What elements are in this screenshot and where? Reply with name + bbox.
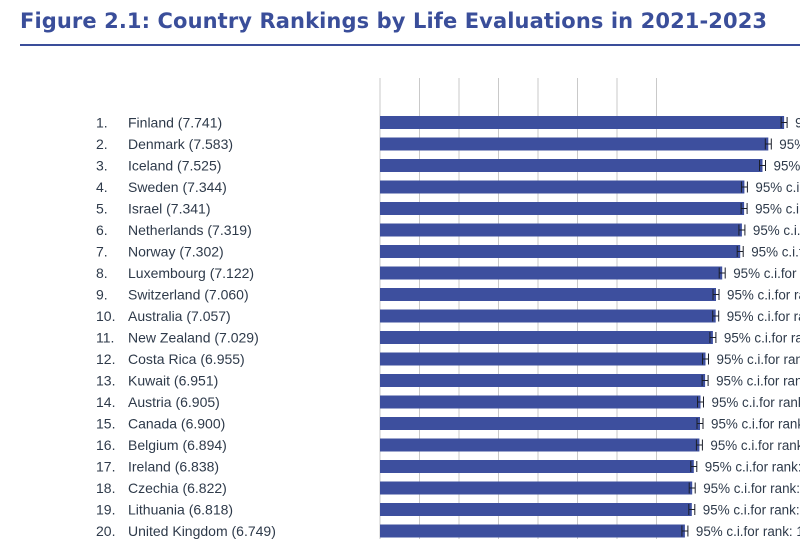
country-label: Ireland (6.838) — [128, 459, 219, 475]
rank-number: 17. — [96, 459, 115, 475]
bar — [380, 395, 701, 409]
bar — [380, 438, 700, 452]
ci-label: 95% c.i.for rank: 8–15 — [727, 309, 800, 324]
rank-number: 2. — [96, 136, 108, 152]
bar — [380, 245, 741, 258]
ci-label: 95% c.i.for rank: 12–25 — [705, 460, 800, 475]
figure-title: Figure 2.1: Country Rankings by Life Eva… — [20, 9, 768, 33]
bar — [380, 202, 745, 215]
bar — [380, 331, 713, 344]
rank-number: 12. — [96, 351, 115, 367]
bar — [380, 309, 716, 323]
country-label: Australia (7.057) — [128, 308, 231, 324]
rank-number: 18. — [96, 480, 115, 496]
ci-label: 95% c.i.for rank: 8–13 — [733, 266, 800, 281]
bar — [380, 137, 769, 151]
ci-label: 95% c.i.for rank: 8–19 — [716, 374, 800, 389]
rank-number: 7. — [96, 244, 108, 260]
ci-label: 95% c.i.for rank: 8–16 — [724, 331, 800, 346]
rank-number: 20. — [96, 523, 115, 539]
country-label: Israel (7.341) — [128, 201, 210, 217]
ci-label: 95% c.i.for rank: 11–20 — [712, 395, 800, 410]
ci-label: 95% c.i.for rank: 9–22 — [711, 417, 800, 432]
country-label: Denmark (7.583) — [128, 136, 233, 152]
rank-number: 1. — [96, 115, 108, 131]
country-label: Switzerland (7.060) — [128, 287, 249, 303]
ci-label: 95% c.i.for rank: 4–7 — [755, 180, 800, 195]
ci-label: 95% c.i.for rank: 4–7 — [753, 223, 800, 238]
rank-number: 10. — [96, 308, 115, 324]
country-label: Belgium (6.894) — [128, 437, 227, 453]
country-label: Finland (7.741) — [128, 115, 222, 131]
rank-number: 19. — [96, 502, 115, 518]
country-label: Luxembourg (7.122) — [128, 265, 254, 281]
bar — [380, 374, 706, 387]
country-label: Norway (7.302) — [128, 244, 224, 260]
country-label: Netherlands (7.319) — [128, 222, 252, 238]
ci-label: 95% c.i.for rank: 4–7 — [751, 245, 800, 260]
country-label: Costa Rica (6.955) — [128, 351, 245, 367]
bar — [380, 288, 716, 301]
bar — [380, 266, 723, 280]
bar — [380, 352, 706, 366]
ci-label: 95% c.i.for rank: 4–7 — [755, 202, 800, 217]
country-label: New Zealand (7.029) — [128, 330, 259, 346]
rank-number: 4. — [96, 179, 108, 195]
title-rule — [20, 44, 800, 46]
rank-number: 3. — [96, 158, 108, 174]
bar — [380, 481, 693, 495]
country-label: Kuwait (6.951) — [128, 373, 218, 389]
country-label: Canada (6.900) — [128, 416, 225, 432]
rank-number: 9. — [96, 287, 108, 303]
rank-number: 13. — [96, 373, 115, 389]
ci-label: 95% c.i.for rank: 15–28 — [696, 524, 800, 539]
rank-number: 5. — [96, 201, 108, 217]
ci-label: 95% c.i.for rank: 8–19 — [717, 352, 800, 367]
bar — [380, 417, 700, 430]
bar — [380, 159, 763, 172]
bar — [380, 116, 785, 129]
country-label: Austria (6.905) — [128, 394, 220, 410]
bar — [380, 460, 694, 473]
ci-label: 95% c.i.for rank: 1–1 — [795, 116, 800, 131]
rank-number: 14. — [96, 394, 115, 410]
country-label: United Kingdom (6.749) — [128, 523, 276, 539]
ci-label: 95% c.i.for rank: 12–25 — [703, 503, 800, 518]
country-label: Czechia (6.822) — [128, 480, 227, 496]
bar — [380, 180, 745, 194]
bar — [380, 503, 692, 516]
country-label: Iceland (7.525) — [128, 158, 221, 174]
bar — [380, 524, 685, 538]
ci-label: 95% c.i.for rank: 8–15 — [727, 288, 800, 303]
country-label: Lithuania (6.818) — [128, 502, 233, 518]
country-label: Sweden (7.344) — [128, 179, 227, 195]
rank-number: 15. — [96, 416, 115, 432]
rank-number: 11. — [96, 330, 114, 346]
rank-number: 6. — [96, 222, 108, 238]
ci-label: 95% c.i.for rank: 2–3 — [774, 159, 800, 174]
rank-number: 8. — [96, 265, 108, 281]
rank-number: 16. — [96, 437, 115, 453]
ci-label: 95% c.i.for rank: 2–3 — [779, 137, 800, 152]
ci-label: 95% c.i.for rank: 12–25 — [703, 481, 800, 496]
bar — [380, 223, 742, 237]
ci-label: 95% c.i.for rank: 11–21 — [710, 438, 800, 453]
